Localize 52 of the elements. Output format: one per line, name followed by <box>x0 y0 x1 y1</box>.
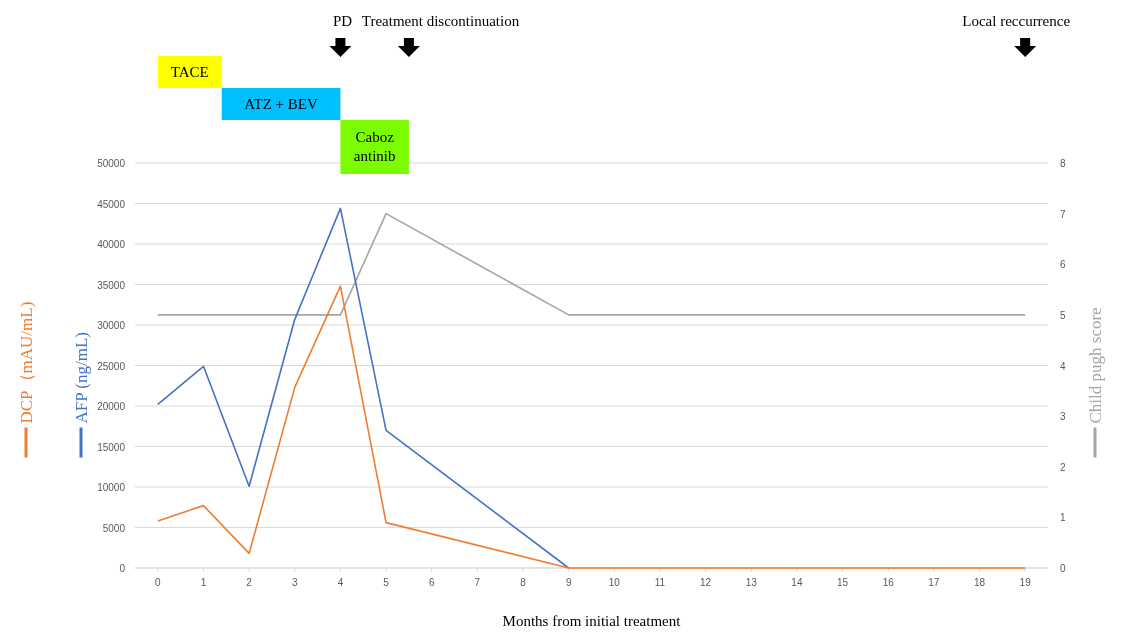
y2-tick-label: 2 <box>1060 461 1066 473</box>
text: PD <box>333 13 353 29</box>
y2-tick-label: 0 <box>1060 563 1066 574</box>
y-tick-label: 10000 <box>97 482 126 493</box>
y2-tick-label: 1 <box>1060 512 1066 524</box>
x-tick-label: 10 <box>608 577 621 588</box>
text: DCP（mAU/mL) <box>17 301 36 424</box>
x-tick-label: 5 <box>383 577 390 588</box>
text: TACE <box>170 64 209 80</box>
y2-tick-label: 6 <box>1060 259 1066 271</box>
x-tick-label: 1 <box>200 577 207 588</box>
x-tick-label: 4 <box>337 577 344 588</box>
y2-tick-label: 3 <box>1060 411 1066 423</box>
y-tick-label: 25000 <box>97 360 126 372</box>
x-tick-label: 13 <box>745 577 758 588</box>
x-tick-label: 17 <box>928 577 940 588</box>
x-tick-label: 6 <box>428 577 435 588</box>
y-tick-label: 40000 <box>97 239 126 250</box>
x-tick-label: 2 <box>246 577 253 588</box>
y-tick-label: 15000 <box>97 441 126 453</box>
text: Local reccurrence <box>962 13 1071 29</box>
y-tick-label: 50000 <box>97 158 126 169</box>
y-tick-label: 35000 <box>97 279 126 291</box>
x-tick-label: 11 <box>654 577 666 588</box>
y2-tick-label: 4 <box>1060 360 1066 372</box>
x-tick-label: 15 <box>837 577 849 588</box>
x-tick-label: 0 <box>155 577 162 588</box>
x-tick-label: 16 <box>882 577 895 588</box>
y-tick-label: 45000 <box>97 198 126 210</box>
text: AFP (ng/mL) <box>72 332 91 424</box>
y2-tick-label: 8 <box>1060 158 1066 169</box>
y2-tick-label: 5 <box>1060 309 1066 321</box>
x-tick-label: 19 <box>1019 577 1032 588</box>
y-tick-label: 5000 <box>102 522 126 534</box>
x-axis-title: Months from initial treatment <box>502 613 682 629</box>
line-series <box>157 207 570 569</box>
line-series <box>157 285 1026 569</box>
x-tick-label: 3 <box>291 577 298 588</box>
x-tick-label: 14 <box>791 577 803 588</box>
y-tick-label: 0 <box>119 563 126 574</box>
x-tick-label: 9 <box>565 577 572 588</box>
y-tick-label: 30000 <box>97 320 126 331</box>
x-tick-label: 12 <box>700 577 712 588</box>
text: Child pugh score <box>1086 307 1105 424</box>
annotation: Caboz antinib <box>353 129 396 164</box>
y-tick-label: 20000 <box>97 401 126 412</box>
text: ATZ + BEV <box>244 96 318 112</box>
x-tick-label: 18 <box>973 577 986 588</box>
x-tick-label: 7 <box>474 577 481 588</box>
text: Treatment discontinuation <box>361 13 520 29</box>
y2-tick-label: 7 <box>1060 208 1066 220</box>
x-tick-label: 8 <box>520 577 527 588</box>
